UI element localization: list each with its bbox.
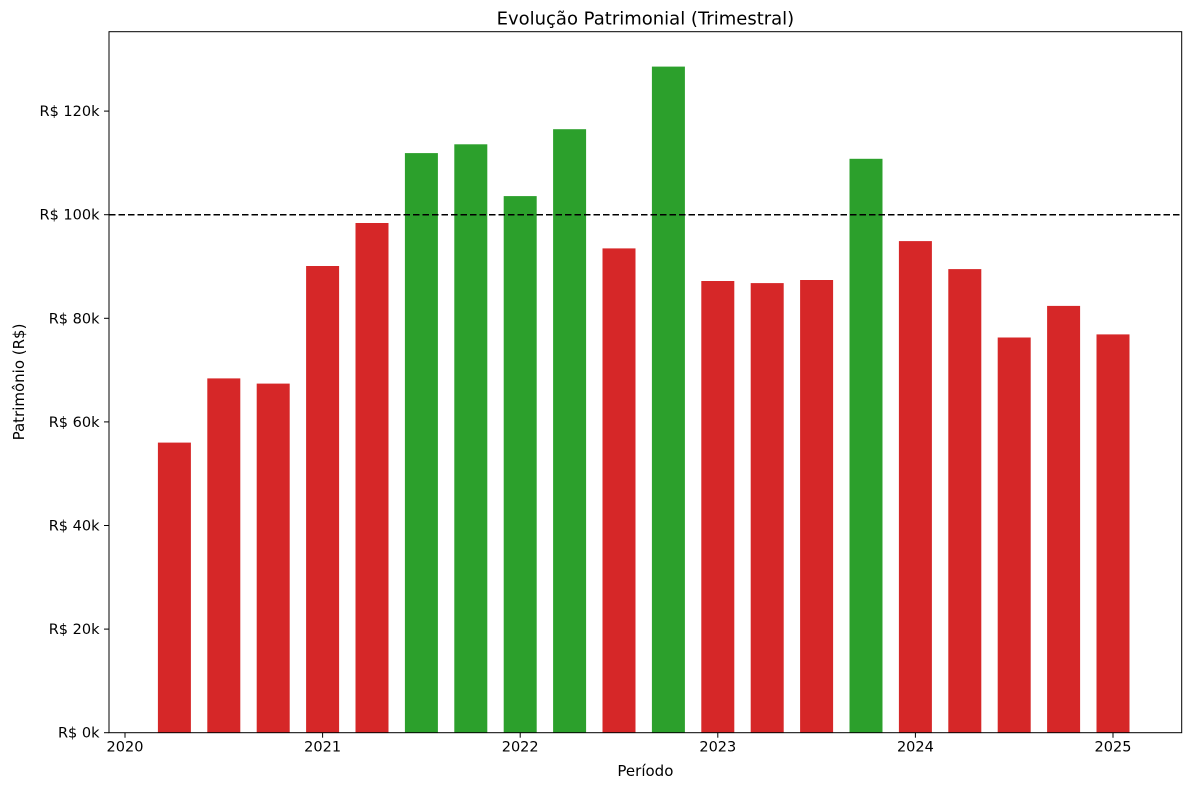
y-tick-label-0k: R$ 0k bbox=[58, 726, 100, 742]
chart-title: Evolução Patrimonial (Trimestral) bbox=[497, 9, 795, 30]
bar-2023-Q3 bbox=[849, 158, 883, 733]
bar-2021-Q4 bbox=[503, 196, 537, 733]
plot-border bbox=[108, 31, 1183, 734]
x-tick-label-2020: 2020 bbox=[107, 740, 144, 756]
bar-2021-Q1 bbox=[355, 223, 389, 733]
x-tick-label-2023: 2023 bbox=[699, 740, 736, 756]
bar-2024-Q2 bbox=[997, 337, 1031, 733]
bars-group bbox=[157, 66, 1130, 733]
bar-2021-Q2 bbox=[404, 153, 438, 733]
y-tick-label-120k: R$ 120k bbox=[40, 104, 101, 120]
x-tick-label-2021: 2021 bbox=[304, 740, 341, 756]
bar-2023-Q4 bbox=[898, 241, 932, 733]
bar-2022-Q4 bbox=[701, 281, 735, 733]
x-tick-label-2024: 2024 bbox=[897, 740, 934, 756]
y-tick-label-80k: R$ 80k bbox=[49, 311, 100, 327]
bar-2023-Q2 bbox=[800, 280, 834, 733]
x-tick-label-2022: 2022 bbox=[502, 740, 539, 756]
y-tick-label-60k: R$ 60k bbox=[49, 415, 100, 431]
y-axis-label: Patrimônio (R$) bbox=[10, 324, 28, 441]
y-tick-label-40k: R$ 40k bbox=[49, 519, 100, 535]
bar-2024-Q4 bbox=[1096, 334, 1130, 733]
x-tick-label-2025: 2025 bbox=[1095, 740, 1132, 756]
x-axis-ticks: 2020 2021 2022 2023 2024 2025 bbox=[107, 732, 1132, 756]
bar-2024-Q1 bbox=[948, 269, 982, 733]
bar-2021-Q3 bbox=[454, 144, 488, 733]
bar-2020-Q2 bbox=[207, 378, 241, 733]
bar-2020-Q1 bbox=[157, 442, 191, 733]
bar-2020-Q3 bbox=[256, 383, 290, 733]
x-axis-label: Período bbox=[617, 762, 673, 780]
y-axis-ticks: R$ 0k R$ 20k R$ 40k R$ 60k R$ 80k R$ 100k R$ 1… bbox=[40, 104, 109, 742]
bar-2022-Q2 bbox=[602, 248, 636, 733]
bar-2020-Q4 bbox=[306, 266, 340, 733]
bar-2024-Q3 bbox=[1047, 305, 1081, 733]
bar-2022-Q3 bbox=[651, 66, 685, 733]
y-tick-label-20k: R$ 20k bbox=[49, 622, 100, 638]
y-tick-label-100k: R$ 100k bbox=[40, 208, 101, 224]
bar-2023-Q1 bbox=[750, 283, 784, 733]
bar-2022-Q1 bbox=[553, 129, 587, 733]
